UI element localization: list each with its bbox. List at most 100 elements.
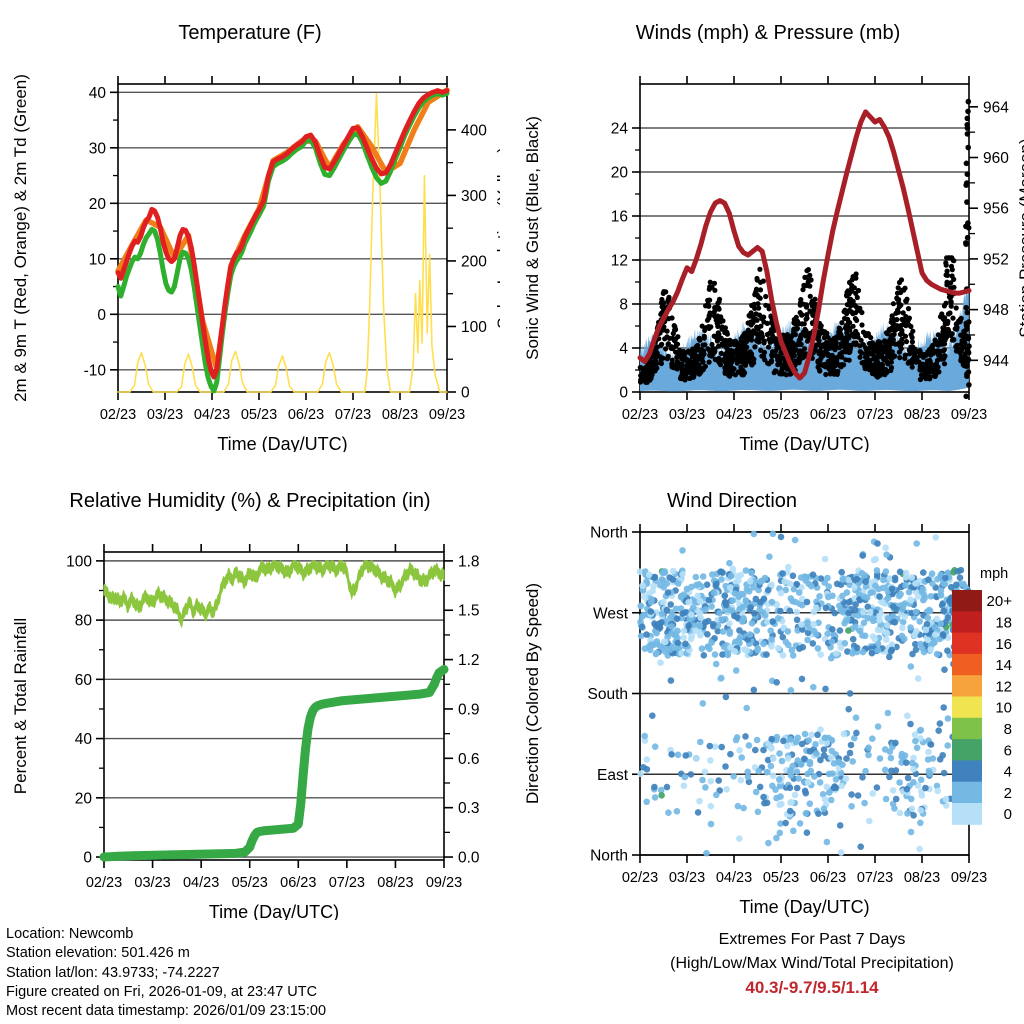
- y2-tick-label: 400: [461, 122, 487, 139]
- y2-tick-label: 948: [983, 302, 1009, 319]
- colorbar-label: 4: [1004, 764, 1012, 781]
- winds_pressure-right-axis: 944 948 952 956 960 964 Station Pressure (Maro…: [969, 99, 1024, 370]
- figure-created: Figure created on Fri, 2026-01-09, at 23…: [6, 983, 318, 1000]
- x-tick-label: 04/23: [183, 875, 219, 891]
- x-tick-label: 09/23: [429, 407, 465, 423]
- y2-tick-label: 0.6: [458, 751, 480, 768]
- y2-tick-label: 960: [983, 150, 1009, 167]
- colorbar-label: 8: [1004, 721, 1012, 738]
- y2-tick-label: 0.0: [458, 850, 480, 867]
- temperature-right-axis: 0 100 200 300 400 Solar Insolation (Yellow): [447, 122, 500, 402]
- x-tick-label: 02/23: [622, 407, 658, 423]
- y-tick-label: 0: [97, 307, 106, 324]
- x-tick-label: 06/23: [810, 407, 846, 423]
- x-tick-label: 06/23: [288, 407, 324, 423]
- x-tick-label: 09/23: [951, 407, 987, 423]
- y-tick-label: North: [590, 525, 628, 542]
- x-tick-label: 05/23: [763, 407, 799, 423]
- colorbar-band: [952, 781, 982, 804]
- x-tick-label: 07/23: [857, 870, 893, 886]
- y-tick-label: 0: [619, 385, 628, 402]
- temperature-chart: 02/23 03/23 04/23 05/23 06/23 07/23 08/23 09/23…: [11, 74, 500, 452]
- colorbar-band: [952, 760, 982, 783]
- gust-dots: [637, 98, 972, 400]
- x-tick-label: 03/23: [669, 870, 705, 886]
- x-tick-label: 06/23: [810, 870, 846, 886]
- colorbar-label: 6: [1004, 742, 1012, 759]
- wind-direction-chart: 02/23 03/23 04/23 05/23 06/23 07/23 08/23 09/23…: [523, 524, 1012, 917]
- x-tick-label: 05/23: [763, 870, 799, 886]
- y-tick-label: 0: [83, 850, 92, 867]
- humidity_precip-axes: 02/23 03/23 04/23 05/23 06/23 07/23 08/23 09/23…: [11, 544, 462, 920]
- winds_pressure-ylabel: Sonic Wind & Gust (Blue, Black): [523, 116, 542, 360]
- y-tick-label: 30: [89, 140, 107, 157]
- x-tick-label: 09/23: [951, 870, 987, 886]
- x-tick-label: 09/23: [426, 875, 462, 891]
- y2-tick-label: 200: [461, 253, 487, 270]
- temp-2m-line: [115, 88, 450, 380]
- panel-humidity-precip: Relative Humidity (%) & Precipitation (i…: [0, 490, 500, 920]
- panel-temperature-title: Temperature (F): [178, 22, 322, 44]
- x-tick-label: 02/23: [100, 407, 136, 423]
- temperature-xlabel: Time (Day/UTC): [217, 434, 347, 452]
- station-latlon: Station lat/lon: 43.9733; -74.2227: [6, 964, 220, 981]
- x-tick-label: 08/23: [904, 870, 940, 886]
- station-info: Location: Newcomb Station elevation: 501…: [6, 925, 326, 1021]
- y-tick-label: 20: [89, 196, 107, 213]
- extremes-heading: Extremes For Past 7 Days: [718, 931, 906, 948]
- colorbar-band: [952, 653, 982, 676]
- y2-tick-label: 1.5: [458, 603, 480, 620]
- total-rainfall-line: [99, 664, 449, 862]
- temp-9m-line: [115, 87, 450, 372]
- y2-tick-label: 964: [983, 99, 1009, 116]
- station-pressure-line: [637, 109, 972, 381]
- humidity-series: [99, 560, 449, 862]
- colorbar-band: [952, 696, 982, 719]
- humidity_precip-right-axis: 0.0 0.3 0.6 0.9 1.2 1.5 1.8: [444, 553, 480, 867]
- y-tick-label: 20: [75, 790, 93, 807]
- y2-tick-label: 0: [461, 385, 470, 402]
- colorbar-band: [952, 590, 982, 612]
- y-tick-label: 16: [611, 209, 628, 226]
- x-tick-label: 08/23: [382, 407, 418, 423]
- colorbar-band: [952, 717, 982, 740]
- colorbar-label: 14: [995, 657, 1012, 674]
- y2-tick-label: 1.8: [458, 553, 480, 570]
- panel-temperature: Temperature (F) 02/23 03/23 04/23 05/23 06/2…: [0, 22, 500, 452]
- y2-tick-label: 1.2: [458, 652, 480, 669]
- y-tick-label: 40: [89, 85, 107, 102]
- colorbar-label: 16: [995, 636, 1012, 653]
- x-tick-label: 02/23: [86, 875, 122, 891]
- extremes-block: Extremes For Past 7 Days (High/Low/Max W…: [600, 928, 1024, 1000]
- temperature-ylabel: 2m & 9m T (Red, Orange) & 2m Td (Green): [11, 74, 30, 402]
- y-tick-label: 4: [619, 341, 628, 358]
- most-recent-timestamp: Most recent data timestamp: 2026/01/09 2…: [6, 1003, 327, 1020]
- x-tick-label: 04/23: [716, 407, 752, 423]
- y2-tick-label: 956: [983, 201, 1009, 218]
- extremes-values: 40.3/-9.7/9.5/1.14: [745, 978, 879, 997]
- speed-colorbar: mph 20+ 18 16 14 12 10 8 6 4 2 0: [952, 566, 1012, 825]
- colorbar-band: [952, 739, 982, 761]
- x-tick-label: 03/23: [134, 875, 170, 891]
- relative-humidity-band: [103, 560, 445, 629]
- humidity_precip-ylabel: Percent & Total Rainfall: [11, 618, 30, 794]
- humidity-precip-chart: 02/23 03/23 04/23 05/23 06/23 07/23 08/23 09/23…: [11, 544, 480, 920]
- x-tick-label: 06/23: [280, 875, 316, 891]
- y-tick-label: East: [597, 767, 629, 784]
- x-tick-label: 04/23: [716, 870, 752, 886]
- x-tick-label: 04/23: [194, 407, 230, 423]
- colorbar-band: [952, 675, 982, 697]
- wind-direction-points: [636, 530, 972, 857]
- y-tick-label: 10: [89, 251, 107, 268]
- temperature-axes: 02/23 03/23 04/23 05/23 06/23 07/23 08/23 09/23…: [11, 74, 465, 452]
- y-tick-label: 24: [611, 121, 629, 138]
- y2-tick-label: 0.3: [458, 800, 480, 817]
- y-tick-label: -10: [84, 362, 107, 379]
- y2-tick-label: 0.9: [458, 701, 480, 718]
- x-tick-label: 05/23: [241, 407, 277, 423]
- x-tick-label: 03/23: [669, 407, 705, 423]
- wind-direction-xlabel: Time (Day/UTC): [739, 897, 869, 917]
- y-tick-label: 40: [75, 731, 93, 748]
- panel-winds-title: Winds (mph) & Pressure (mb): [635, 22, 901, 44]
